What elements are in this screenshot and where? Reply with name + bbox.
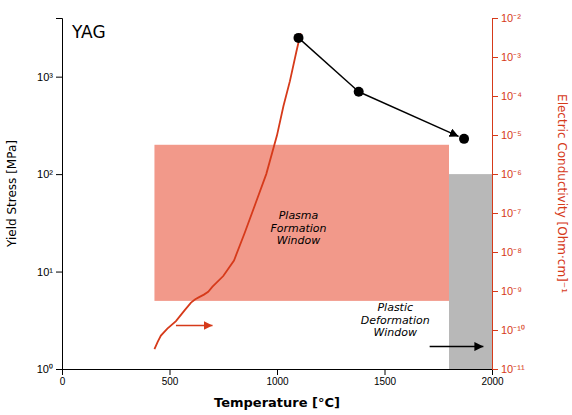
x-axis-title: Temperature [°C] xyxy=(214,395,340,410)
tick xyxy=(492,213,498,214)
tick-group: 10⁻¹⁰ xyxy=(492,324,525,336)
tick-group: 500 xyxy=(162,369,179,387)
tick-group: 10¹ xyxy=(37,266,62,278)
tick-label: 10⁻¹⁰ xyxy=(501,324,525,336)
tick xyxy=(385,369,386,375)
tick-label: 10⁻⁷ xyxy=(501,207,521,219)
tick-group: 10⁻⁸ xyxy=(492,246,522,258)
tick-label: 10⁻⁶ xyxy=(501,168,522,180)
point xyxy=(459,134,469,144)
annotation-line: Window xyxy=(277,234,321,247)
annotation-line: Deformation xyxy=(361,314,430,327)
tick-label: 1500 xyxy=(374,376,397,387)
region xyxy=(449,174,492,369)
tick-label: 10³ xyxy=(37,71,53,83)
annotation-line: Plastic xyxy=(377,301,413,314)
tick xyxy=(492,252,498,253)
tick-label: 500 xyxy=(162,376,179,387)
tick-group: 10⁻³ xyxy=(492,51,521,63)
chart: 050010001500200010⁰10¹10²10³10⁻¹¹10⁻¹⁰10… xyxy=(0,0,572,415)
connector xyxy=(299,38,359,92)
tick xyxy=(492,369,498,370)
point xyxy=(354,87,364,97)
tick-group: 1000 xyxy=(266,369,289,387)
annotation-line: Formation xyxy=(270,222,326,235)
tick-group: 10⁻⁷ xyxy=(492,207,521,219)
region xyxy=(154,145,449,301)
y2-axis: 10⁻¹¹ 10⁻¹⁰ 10⁻⁹ 10⁻⁸ 10⁻⁷ 10⁻⁶ 10⁻⁵ 10⁻⁴ 10⁻³ 10… xyxy=(492,12,525,375)
tick-label: 10⁻³ xyxy=(501,51,521,63)
axis-line xyxy=(63,370,493,376)
tick-label: 10² xyxy=(37,168,53,180)
tick-group: 10⁻⁴ xyxy=(492,90,522,102)
tick-label: 10¹ xyxy=(37,266,53,278)
tick-group: 10⁰ xyxy=(37,363,62,375)
tick xyxy=(170,369,171,375)
tick-group: 10⁻⁹ xyxy=(492,285,522,297)
tick-label: 10⁰ xyxy=(37,363,53,375)
tick xyxy=(56,174,62,175)
tick-group: 10⁻¹¹ xyxy=(492,363,525,375)
annotation-line: Plasma xyxy=(279,209,319,222)
tick-label: 2000 xyxy=(481,376,504,387)
tick-label: 0 xyxy=(60,376,66,387)
tick-label: 10⁻⁸ xyxy=(501,246,522,258)
tick xyxy=(277,369,278,375)
tick xyxy=(56,272,62,273)
tick-label: 1000 xyxy=(266,376,289,387)
y-axis: 10⁰ 10¹ 10² 10³ xyxy=(37,19,63,376)
tick xyxy=(492,18,498,19)
tick-group: 10³ xyxy=(37,71,62,83)
title: YAG xyxy=(71,22,106,42)
tick-group: 10⁻⁵ xyxy=(492,129,522,141)
annotation-line: Window xyxy=(373,326,417,339)
tick xyxy=(492,174,498,175)
tick xyxy=(492,330,498,331)
tick-group: 10⁻² xyxy=(492,12,521,24)
arrow xyxy=(176,325,213,326)
tick xyxy=(492,135,498,136)
tick xyxy=(492,57,498,58)
point xyxy=(294,33,304,43)
plot-area xyxy=(154,33,492,369)
tick-label: 10⁻⁵ xyxy=(501,129,522,141)
tick xyxy=(56,77,62,78)
y2-axis-title: Electric Conductivity [Ohm·cm]⁻¹ xyxy=(555,94,569,293)
y-axis-title: Yield Stress [MPa] xyxy=(5,140,19,248)
tick-group: 0 xyxy=(60,369,66,387)
tick-label: 10⁻⁹ xyxy=(501,285,522,297)
tick-label: 10⁻⁴ xyxy=(501,90,522,102)
connector xyxy=(359,92,459,137)
tick xyxy=(492,96,498,97)
annotation: PlasmaFormationWindow xyxy=(270,209,326,247)
tick-label: 10⁻¹¹ xyxy=(501,363,525,375)
axis-line xyxy=(56,19,63,370)
axis-line xyxy=(493,19,499,370)
annotation: PlasticDeformationWindow xyxy=(361,301,430,339)
tick-label: 10⁻² xyxy=(501,12,521,24)
tick-group: 10² xyxy=(37,168,62,180)
tick-group: 1500 xyxy=(374,369,397,387)
tick xyxy=(492,291,498,292)
tick-group: 10⁻⁶ xyxy=(492,168,522,180)
line xyxy=(154,33,300,349)
x-axis: 0 500 1000 1500 2000 xyxy=(60,369,504,387)
tick xyxy=(56,369,62,370)
arrow xyxy=(430,346,484,347)
